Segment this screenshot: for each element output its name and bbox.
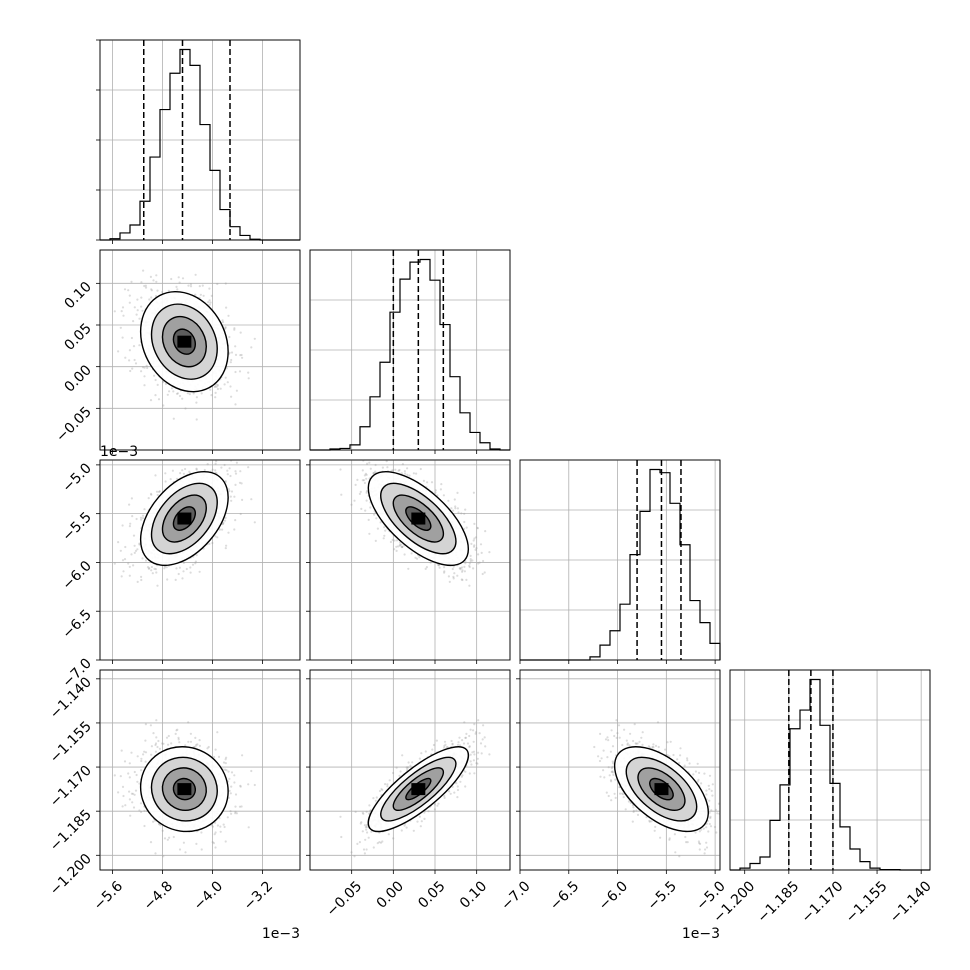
x-tick-label: 0.05 [415, 878, 448, 911]
x-tick-label: −7.0 [498, 878, 533, 913]
x-tick-label: −1.155 [843, 878, 891, 926]
y-tick-label: −5.0 [59, 460, 94, 495]
density-peak [654, 783, 669, 796]
x-tick-label: −3.2 [241, 878, 276, 913]
x-tick-label: −5.5 [645, 878, 680, 913]
histogram-step [100, 48, 300, 241]
y-tick-label: −1.185 [47, 807, 95, 855]
density-peak [177, 512, 192, 525]
x-tick-label: −1.185 [754, 878, 802, 926]
density-peak [411, 512, 426, 525]
density-peak [177, 783, 192, 796]
x-tick-label: −4.0 [191, 878, 226, 913]
y-offset-label: 1e−3 [100, 444, 138, 460]
x-tick-label: −6.5 [547, 878, 582, 913]
density-peak [177, 335, 192, 348]
y-tick-label: 0.10 [61, 279, 94, 312]
panel-2-1-border [309, 459, 511, 661]
x-tick-label: −5.6 [91, 878, 126, 913]
y-tick-label: 0.00 [61, 362, 94, 395]
x-tick-label: 0.00 [374, 878, 407, 911]
histogram-border [729, 669, 931, 871]
x-offset-label: 1e−3 [262, 926, 300, 942]
panel-3-0-border [99, 669, 301, 871]
y-tick-label: −1.200 [47, 851, 95, 899]
panel-2-0-border [99, 459, 301, 661]
y-tick-label: −6.0 [59, 558, 94, 593]
y-tick-label: 0.05 [61, 321, 94, 354]
panel-1-0-border [99, 249, 301, 451]
x-tick-label: 0.10 [457, 878, 490, 911]
y-tick-label: −1.155 [47, 718, 95, 766]
y-tick-label: −1.170 [47, 763, 95, 811]
histogram-border [519, 459, 721, 661]
x-tick-label: −4.8 [141, 878, 176, 913]
x-tick-label: −0.05 [324, 878, 366, 920]
x-offset-label: 1e−3 [682, 926, 720, 942]
y-tick-label: −5.5 [59, 509, 94, 544]
x-tick-label: −1.140 [887, 878, 935, 926]
density-peak [411, 783, 426, 796]
y-tick-label: −0.05 [53, 404, 95, 446]
panel-3-2-border [519, 669, 721, 871]
y-tick-label: −6.5 [59, 607, 94, 642]
histogram-step [310, 258, 510, 451]
histogram-border [309, 249, 511, 451]
x-tick-label: −1.170 [799, 878, 847, 926]
x-tick-label: −6.0 [596, 878, 631, 913]
panel-3-1-border [309, 669, 511, 871]
